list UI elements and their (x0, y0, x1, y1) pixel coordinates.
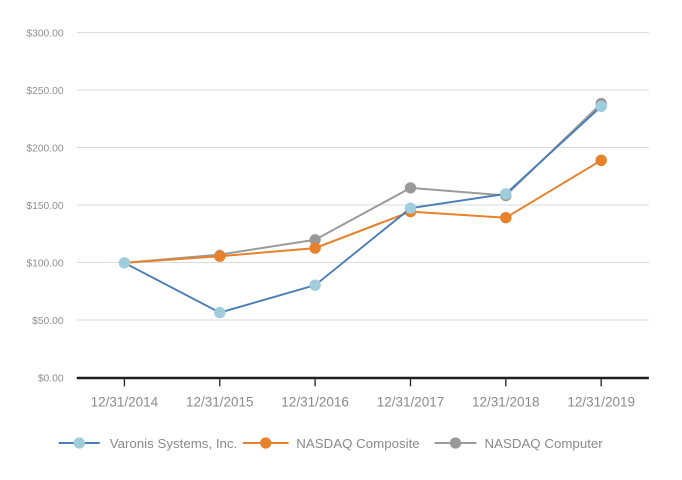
svg-text:12/31/2018: 12/31/2018 (472, 394, 540, 409)
svg-text:NASDAQ Composite: NASDAQ Composite (296, 436, 419, 451)
svg-text:12/31/2017: 12/31/2017 (377, 394, 445, 409)
svg-text:12/31/2016: 12/31/2016 (281, 394, 349, 409)
svg-text:$250.00: $250.00 (26, 86, 63, 97)
svg-text:$100.00: $100.00 (26, 259, 63, 270)
svg-text:12/31/2015: 12/31/2015 (186, 394, 254, 409)
svg-text:$300.00: $300.00 (26, 29, 63, 40)
svg-text:Varonis Systems, Inc.: Varonis Systems, Inc. (110, 436, 238, 451)
svg-text:12/31/2019: 12/31/2019 (567, 394, 635, 409)
svg-text:12/31/2014: 12/31/2014 (91, 394, 159, 409)
svg-text:$0.00: $0.00 (38, 374, 64, 385)
svg-text:$150.00: $150.00 (26, 201, 63, 212)
svg-text:$200.00: $200.00 (26, 144, 63, 155)
svg-text:$50.00: $50.00 (32, 316, 64, 327)
svg-text:NASDAQ Computer: NASDAQ Computer (485, 436, 604, 451)
